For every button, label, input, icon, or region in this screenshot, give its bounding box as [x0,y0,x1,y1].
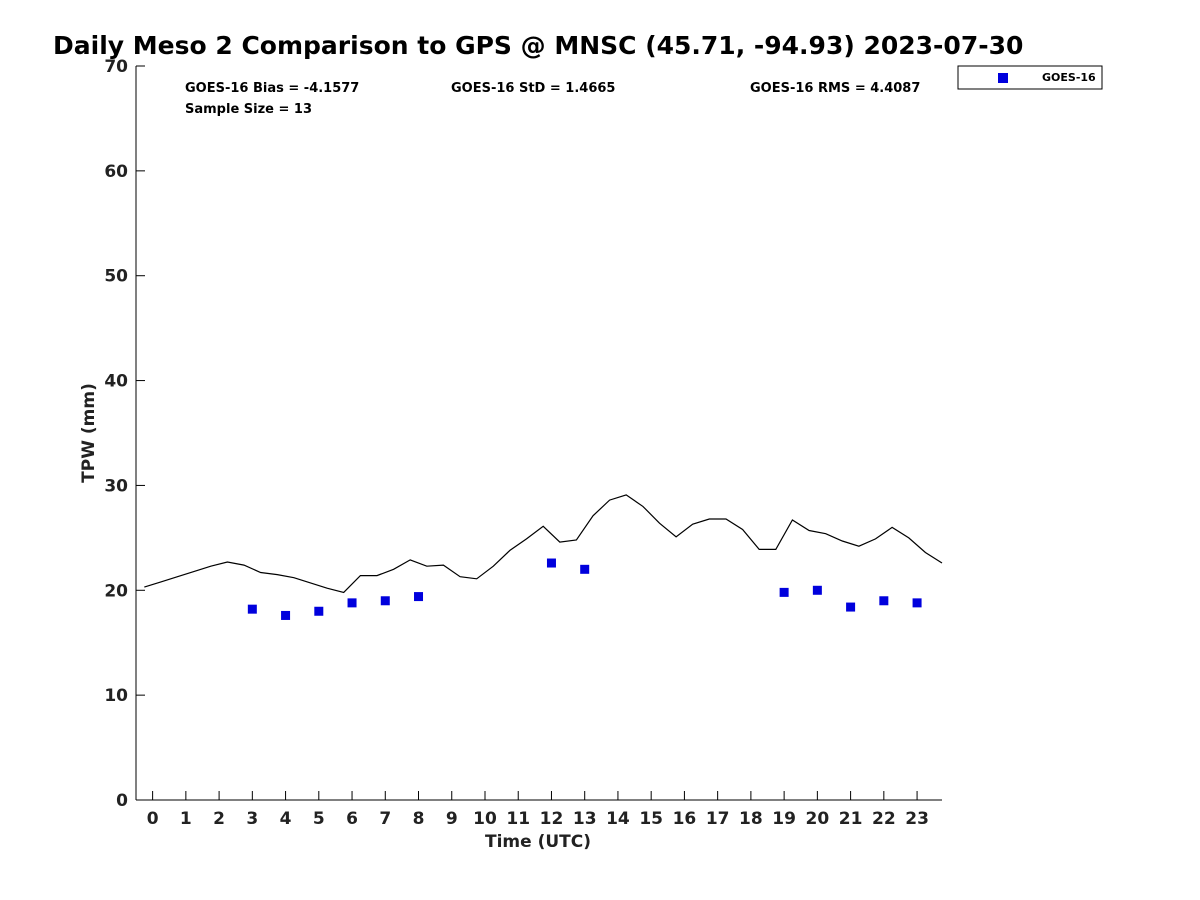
x-tick-label: 16 [673,809,697,829]
y-tick-label: 40 [104,372,128,392]
goes16-point [347,598,357,608]
x-tick-label: 5 [313,809,325,829]
y-tick-label: 70 [104,57,128,77]
goes16-point [779,587,789,597]
x-tick-label: 18 [739,809,763,829]
y-tick-label: 30 [104,476,128,496]
plot-frame [135,66,942,801]
goes16-point [812,585,822,595]
x-tick-label: 23 [905,809,929,829]
sample-size-stat: Sample Size = 13 [185,102,312,117]
x-tick-label: 2 [213,809,225,829]
x-tick-label: 20 [806,809,830,829]
y-tick-label: 0 [116,791,128,811]
goes16-point [546,558,556,568]
goes16-point [247,604,257,614]
bias-stat: GOES-16 Bias = -4.1577 [185,81,359,96]
x-tick-label: 6 [346,809,358,829]
goes16-point [414,592,424,602]
x-tick-label: 21 [839,809,863,829]
x-tick-label: 4 [280,809,292,829]
x-tick-label: 19 [772,809,796,829]
goes16-point [912,598,922,608]
legend: GOES-16 [957,65,1103,90]
x-tick-label: 12 [540,809,564,829]
std-stat: GOES-16 StD = 1.4665 [451,81,615,96]
y-tick-label: 60 [104,162,128,182]
x-tick-label: 1 [180,809,192,829]
goes16-point [281,610,291,620]
goes16-point [380,596,390,606]
y-tick-label: 10 [104,686,128,706]
goes16-points-layer [247,558,922,620]
gps-line-layer [144,494,943,594]
gps-tpw-line [144,494,943,594]
goes16-point [314,606,324,616]
x-tick-label: 17 [706,809,730,829]
x-tick-label: 0 [147,809,159,829]
x-tick-label: 10 [473,809,497,829]
legend-marker [998,73,1008,83]
goes16-point [879,596,889,606]
legend-box [957,65,1103,90]
y-axis-ticks: 0 10 20 30 40 50 60 70 [104,57,145,811]
x-axis-label: Time (UTC) [485,832,591,852]
x-tick-label: 9 [446,809,458,829]
x-tick-label: 22 [872,809,896,829]
x-tick-label: 14 [606,809,630,829]
y-axis-label: TPW (mm) [79,383,99,483]
x-axis-ticks: 0 1 2 3 4 5 6 7 8 9 10 11 12 13 14 15 16 17 18 19 20 21 22 23 [147,791,929,829]
x-tick-label: 15 [639,809,663,829]
x-tick-label: 8 [413,809,425,829]
legend-label-goes16: GOES-16 [1042,71,1096,84]
y-tick-label: 50 [104,267,128,287]
x-tick-label: 13 [573,809,597,829]
rms-stat: GOES-16 RMS = 4.4087 [750,81,920,96]
goes16-point [846,602,856,612]
y-tick-label: 20 [104,581,128,601]
x-tick-label: 7 [379,809,391,829]
goes16-point [580,564,590,574]
x-tick-label: 11 [506,809,530,829]
chart-title: Daily Meso 2 Comparison to GPS @ MNSC (4… [53,31,1023,60]
x-tick-label: 3 [246,809,258,829]
